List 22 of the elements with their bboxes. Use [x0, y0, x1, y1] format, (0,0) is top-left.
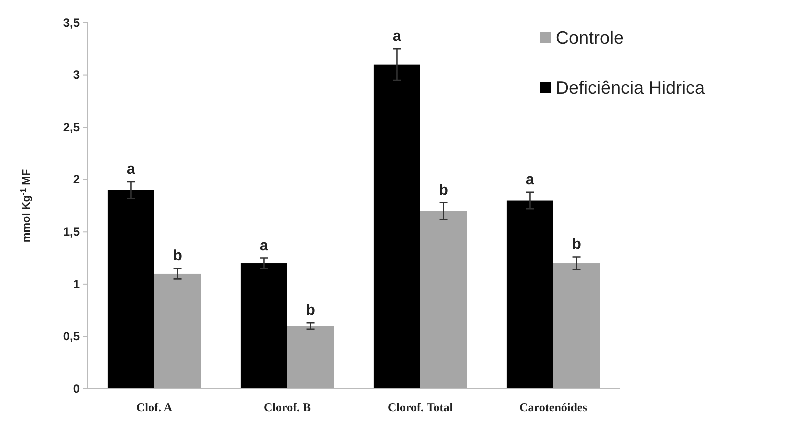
legend-label: Controle	[556, 28, 624, 48]
x-tick-label: Carotenóides	[520, 400, 588, 415]
annotation: a	[260, 237, 270, 254]
annotation: b	[572, 236, 582, 254]
annotation: a	[393, 28, 402, 46]
x-tick-label: Clof. A	[136, 400, 173, 415]
annotation: b	[306, 302, 316, 320]
annotation: b	[439, 182, 448, 199]
y-tick-label: 0	[73, 382, 80, 396]
annotation: a	[127, 160, 136, 178]
y-tick-label: 1,5	[63, 224, 80, 239]
x-tick-label: Clorof. B	[264, 400, 312, 415]
y-tick-label: 3	[73, 68, 80, 82]
annotation: a	[526, 171, 536, 188]
y-tick-label: 1	[73, 277, 80, 292]
y-tick-label: 2,5	[63, 120, 80, 134]
annotation: b	[173, 248, 182, 265]
x-tick-label: Clorof. Total	[388, 400, 454, 415]
y-tick-label: 3,5	[63, 16, 80, 30]
y-tick-label: 2	[73, 172, 80, 187]
legend-label: Deficiência Hidrica	[556, 78, 706, 98]
y-tick-label: 0,5	[63, 330, 80, 344]
